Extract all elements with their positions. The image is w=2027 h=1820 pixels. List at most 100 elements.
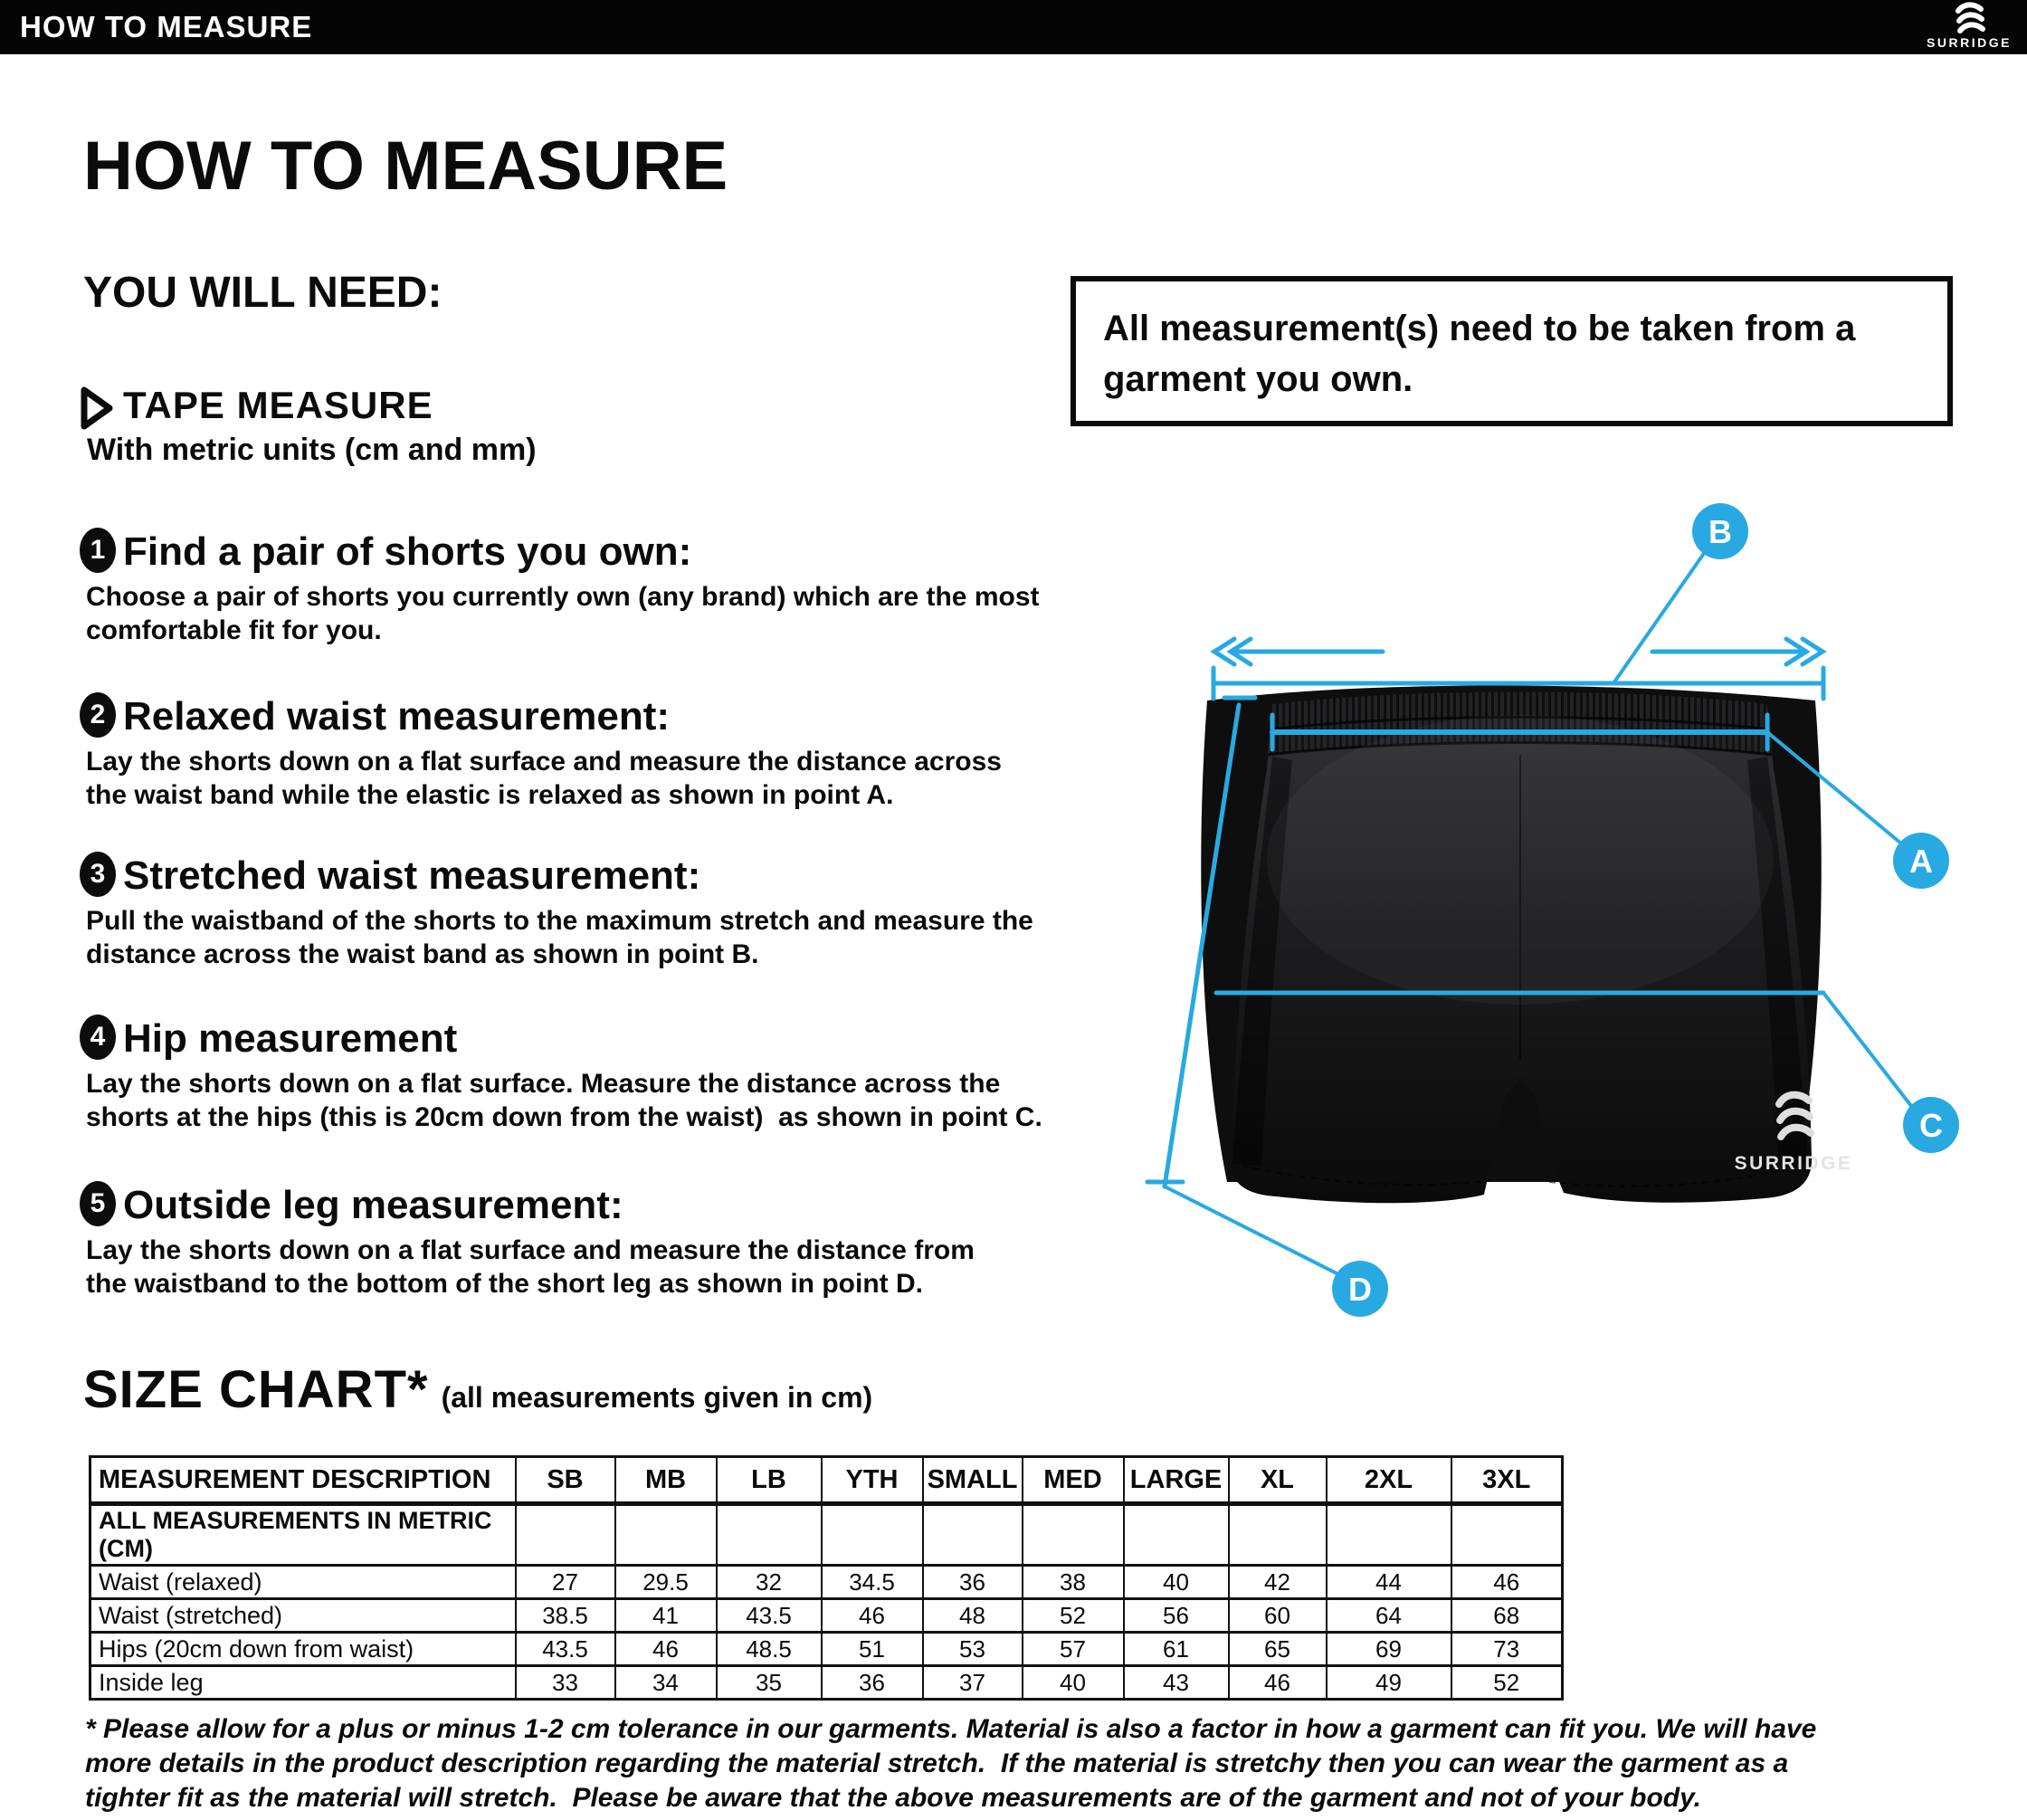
measurement-value-cell: 46 xyxy=(1227,1664,1328,1701)
size-chart-subtitle: (all measurements given in cm) xyxy=(441,1381,873,1414)
step-number-badge: 5 xyxy=(80,1181,116,1226)
measurement-value-cell: 56 xyxy=(1122,1597,1230,1634)
measurement-lines xyxy=(1145,550,1913,1277)
measurement-value-cell: 34 xyxy=(614,1664,718,1701)
step-heading: Relaxed waist measurement: xyxy=(123,694,671,738)
table-row: Waist (relaxed) 27 29.5 32 34.5 36 38 40 42 44 46 xyxy=(89,1564,1564,1600)
step-body-line: Lay the shorts down on a flat surface. M… xyxy=(86,1069,1001,1099)
measurement-value-cell: 73 xyxy=(1450,1631,1564,1667)
measure-line-b xyxy=(1211,550,1826,701)
step-body-line: Pull the waistband of the shorts to the … xyxy=(86,906,1033,936)
measurement-value-cell: 41 xyxy=(614,1597,718,1634)
stretch-arrow-left-icon xyxy=(1210,636,1385,667)
tape-measure-subtext: With metric units (cm and mm) xyxy=(87,433,537,467)
step-body-line: Choose a pair of shorts you currently ow… xyxy=(86,582,1040,612)
step-body: Lay the shorts down on a flat surface an… xyxy=(86,1234,975,1301)
measure-line-d xyxy=(1145,695,1342,1277)
step-body-line: the waist band while the elastic is rela… xyxy=(86,780,894,810)
step-number-badge: 4 xyxy=(80,1015,116,1060)
step-body: Pull the waistband of the shorts to the … xyxy=(86,904,1033,971)
step-body-line: distance across the waist band as shown … xyxy=(86,939,759,969)
empty-cell xyxy=(514,1502,616,1567)
empty-cell xyxy=(1227,1502,1328,1567)
measurement-labels: B A C D xyxy=(1332,503,1959,1317)
step-number-badge: 3 xyxy=(80,852,116,897)
step-heading: Hip measurement xyxy=(123,1016,458,1061)
column-header: 3XL xyxy=(1450,1455,1564,1506)
measurement-value-cell: 37 xyxy=(921,1664,1023,1701)
measurement-value-cell: 52 xyxy=(1021,1597,1125,1634)
measurement-value-cell: 60 xyxy=(1227,1597,1328,1634)
column-header: 2XL xyxy=(1325,1455,1452,1506)
note-line: All measurement(s) need to be taken from… xyxy=(1103,309,1856,348)
shorts-graphic: SURRIDGE xyxy=(1230,691,1853,1204)
measurement-label-cell: Inside leg xyxy=(89,1664,517,1701)
step-number-badge: 1 xyxy=(80,528,116,573)
measurement-value-cell: 46 xyxy=(614,1631,718,1667)
measure-line-a xyxy=(1270,712,1903,845)
disclaimer-line: tighter fit as the material will stretch… xyxy=(85,1783,1702,1813)
empty-cell xyxy=(614,1502,718,1567)
column-header: SMALL xyxy=(921,1455,1023,1506)
empty-cell xyxy=(1325,1502,1452,1567)
shorts-logo-text: SURRIDGE xyxy=(1735,1153,1853,1174)
svg-text:B: B xyxy=(1708,513,1732,550)
measurement-value-cell: 68 xyxy=(1450,1597,1564,1634)
measurement-value-cell: 51 xyxy=(820,1631,924,1667)
measurement-value-cell: 61 xyxy=(1122,1631,1230,1667)
column-header: XL xyxy=(1227,1455,1328,1506)
measurement-value-cell: 52 xyxy=(1450,1664,1564,1701)
measurement-value-cell: 36 xyxy=(921,1564,1023,1600)
note-box: All measurement(s) need to be taken from… xyxy=(1071,276,1953,426)
measurement-value-cell: 48.5 xyxy=(715,1631,823,1667)
measurement-value-cell: 46 xyxy=(1450,1564,1564,1600)
label-a-badge: A xyxy=(1893,833,1949,889)
table-row: Inside leg 33 34 35 36 37 40 43 46 49 52 xyxy=(89,1664,1564,1701)
shorts-measurement-diagram: SURRIDGE xyxy=(1145,503,1959,1317)
metric-note-row: ALL MEASUREMENTS IN METRIC (CM) xyxy=(89,1502,1564,1567)
page-title: HOW TO MEASURE xyxy=(83,128,728,205)
size-chart-title: SIZE CHART* xyxy=(83,1360,429,1419)
column-header: LARGE xyxy=(1122,1455,1230,1506)
step-heading: Stretched waist measurement: xyxy=(123,853,701,898)
step-body: Lay the shorts down on a flat surface. M… xyxy=(86,1067,1042,1134)
measurement-value-cell: 65 xyxy=(1227,1631,1328,1667)
column-header: MB xyxy=(614,1455,718,1506)
step-heading: Outside leg measurement: xyxy=(123,1183,623,1227)
empty-cell xyxy=(1450,1502,1564,1567)
top-bar: HOW TO MEASURE SURRIDGE xyxy=(0,0,2027,54)
shorts-surridge-logo: SURRIDGE xyxy=(1735,1091,1853,1174)
you-will-need-heading: YOU WILL NEED: xyxy=(83,269,443,317)
table-row: Waist (stretched) 38.5 41 43.5 46 48 52 56 60 64 6… xyxy=(89,1597,1564,1634)
measurement-value-cell: 42 xyxy=(1227,1564,1328,1600)
step-number-badge: 2 xyxy=(80,692,116,738)
step-body-line: comfortable fit for you. xyxy=(86,615,382,645)
step-body: Choose a pair of shorts you currently ow… xyxy=(86,580,1040,647)
stretch-arrow-right-icon xyxy=(1650,636,1827,667)
measurement-value-cell: 32 xyxy=(715,1564,823,1600)
step-body-line: Lay the shorts down on a flat surface an… xyxy=(86,1235,975,1265)
measurement-value-cell: 43.5 xyxy=(514,1631,616,1667)
measurement-value-cell: 48 xyxy=(921,1597,1023,1634)
table-row: Hips (20cm down from waist) 43.5 46 48.5 51 5… xyxy=(89,1631,1564,1667)
measurement-label-cell: Hips (20cm down from waist) xyxy=(89,1631,517,1667)
surridge-s-icon xyxy=(1956,2,1985,33)
step-heading: Find a pair of shorts you own: xyxy=(123,529,692,574)
empty-cell xyxy=(921,1502,1023,1567)
measurement-value-cell: 43.5 xyxy=(715,1597,823,1634)
measurement-value-cell: 64 xyxy=(1325,1597,1452,1634)
measurement-value-cell: 40 xyxy=(1122,1564,1230,1600)
disclaimer-line: more details in the product description … xyxy=(85,1749,1789,1778)
measurement-value-cell: 38.5 xyxy=(514,1597,616,1634)
measure-line-c xyxy=(1213,990,1913,1108)
disclaimer: * Please allow for a plus or minus 1-2 c… xyxy=(85,1712,1967,1815)
measurement-value-cell: 29.5 xyxy=(614,1564,718,1600)
measurement-value-cell: 49 xyxy=(1325,1664,1452,1701)
column-header: LB xyxy=(715,1455,823,1506)
measurement-value-cell: 44 xyxy=(1325,1564,1452,1600)
measurement-value-cell: 53 xyxy=(921,1631,1023,1667)
step-body-line: Lay the shorts down on a flat surface an… xyxy=(86,747,1002,777)
size-chart-heading: SIZE CHART* (all measurements given in c… xyxy=(83,1359,872,1420)
measurement-value-cell: 27 xyxy=(514,1564,616,1600)
